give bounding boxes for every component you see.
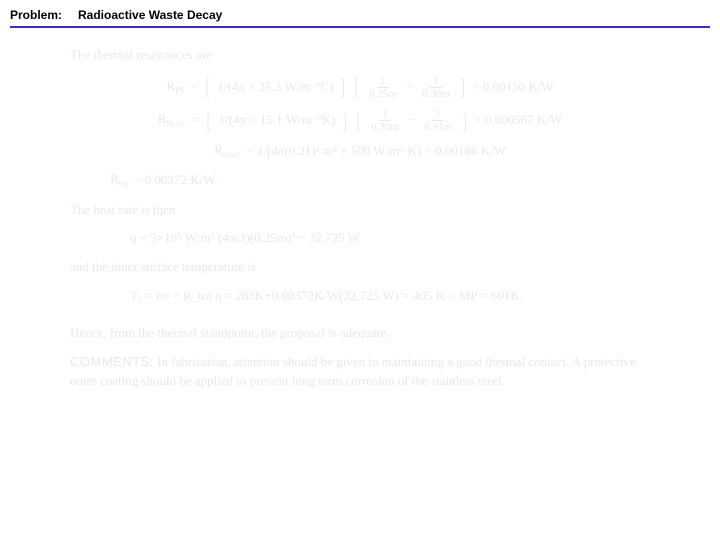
eq-rtot-body: = 0.00372 K/W. — [134, 171, 217, 190]
left-bracket-icon: [ — [205, 76, 209, 98]
minus-sign: − — [408, 111, 415, 130]
eq-rstst-rhs: = 0.000567 K/W — [474, 111, 562, 130]
eq-rconv-lhs: Rconv — [214, 141, 240, 162]
eq-rpb-pre: = — [191, 78, 198, 97]
heat-rate-intro: The heat rate is then — [70, 201, 650, 220]
fraction: 10.30m — [368, 108, 402, 133]
fraction: 10.25m — [366, 75, 400, 100]
conclusion: Hence, from the thermal standpoint, the … — [70, 324, 650, 343]
minus-sign: − — [406, 78, 413, 97]
left-bracket-icon: [ — [207, 110, 211, 132]
comments-body: In fabrication, attention should be give… — [70, 354, 636, 388]
title-text: Radioactive Waste Decay — [78, 8, 222, 22]
eq-t1: T₁ = t∞ + R_tot q = 283K+0.00372K/W(32,7… — [130, 287, 650, 306]
right-bracket-icon: ] — [460, 76, 464, 98]
eq-rpb: RPb = [ 1/(4π × 35.3 W/m·°C) ] [ 10.25m … — [70, 75, 650, 100]
eq-rpb-lhs: RPb — [166, 77, 184, 98]
eq-q-body: q = 5×10⁵ W/m³ (4π/3)(0.25m)³ = 32,725 W — [130, 229, 360, 248]
right-bracket-icon: ] — [343, 110, 347, 132]
eq-rstst: RSt.St. = [ 1/(4π × 15.1 W/m·°K) ] [ 10.… — [70, 108, 650, 133]
right-bracket-icon: ] — [341, 76, 345, 98]
left-bracket-icon: [ — [354, 76, 358, 98]
fraction: 10.31m — [421, 108, 455, 133]
right-bracket-icon: ] — [462, 110, 466, 132]
solution-body: The thermal resistances are RPb = [ 1/(4… — [0, 32, 720, 414]
title-label: Problem: — [10, 8, 62, 22]
inner-surface-intro: and the inner surface temperature is — [70, 258, 650, 277]
eq-rpb-coef: 1/(4π × 35.3 W/m·°C) — [217, 78, 333, 97]
eq-rstst-coef: 1/(4π × 15.1 W/m·°K) — [219, 111, 336, 130]
eq-rstst-pre: = — [192, 111, 199, 130]
fraction: 10.30m — [419, 75, 453, 100]
eq-rconv-body: = 1/[4π(0.31)² m² × 500 W/m²·K] = 0.0016… — [246, 142, 506, 161]
comments-block: COMMENTS: In fabrication, attention shou… — [70, 353, 650, 391]
eq-rtot-lhs: Rtot — [110, 170, 128, 191]
left-bracket-icon: [ — [356, 110, 360, 132]
intro-line: The thermal resistances are — [70, 46, 650, 65]
eq-rpb-rhs: = 0.00150 K/W — [472, 78, 553, 97]
eq-t1-body: T₁ = t∞ + R_tot q = 283K+0.00372K/W(32,7… — [130, 287, 523, 306]
eq-rconv: Rconv = 1/[4π(0.31)² m² × 500 W/m²·K] = … — [70, 141, 650, 162]
eq-rstst-lhs: RSt.St. — [158, 110, 186, 131]
eq-q: q = 5×10⁵ W/m³ (4π/3)(0.25m)³ = 32,725 W — [130, 229, 650, 248]
comments-head: COMMENTS: — [70, 354, 154, 369]
title-underline — [10, 26, 710, 28]
eq-rtot: Rtot = 0.00372 K/W. — [110, 170, 650, 191]
title-bar: Problem: Radioactive Waste Decay — [0, 0, 720, 32]
